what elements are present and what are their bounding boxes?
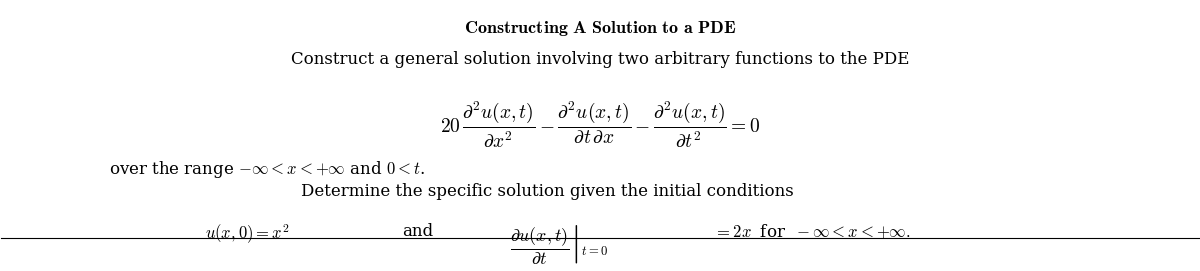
Text: over the range $-\infty < x < +\infty$ and $0 < t$.: over the range $-\infty < x < +\infty$ a… [109, 159, 426, 180]
Text: Construct a general solution involving two arbitrary functions to the PDE: Construct a general solution involving t… [290, 51, 910, 67]
Text: $\left.\dfrac{\partial u(x,t)}{\partial t}\right|_{t=0}$: $\left.\dfrac{\partial u(x,t)}{\partial … [510, 223, 608, 266]
Text: and: and [402, 223, 433, 240]
Text: $20\,\dfrac{\partial^2 u(x,t)}{\partial x^2} - \dfrac{\partial^2 u(x,t)}{\partia: $20\,\dfrac{\partial^2 u(x,t)}{\partial … [440, 100, 760, 150]
Text: $\mathbf{Constructing\ A\ Solution\ to\ a\ PDE}$: $\mathbf{Constructing\ A\ Solution\ to\ … [463, 19, 737, 38]
Text: $u(x,0) = x^2$: $u(x,0) = x^2$ [205, 223, 289, 246]
Text: $= 2x\;$ for $\; -\infty < x < +\infty.$: $= 2x\;$ for $\; -\infty < x < +\infty.$ [714, 223, 911, 241]
Text: Determine the specific solution given the initial conditions: Determine the specific solution given th… [301, 183, 793, 201]
